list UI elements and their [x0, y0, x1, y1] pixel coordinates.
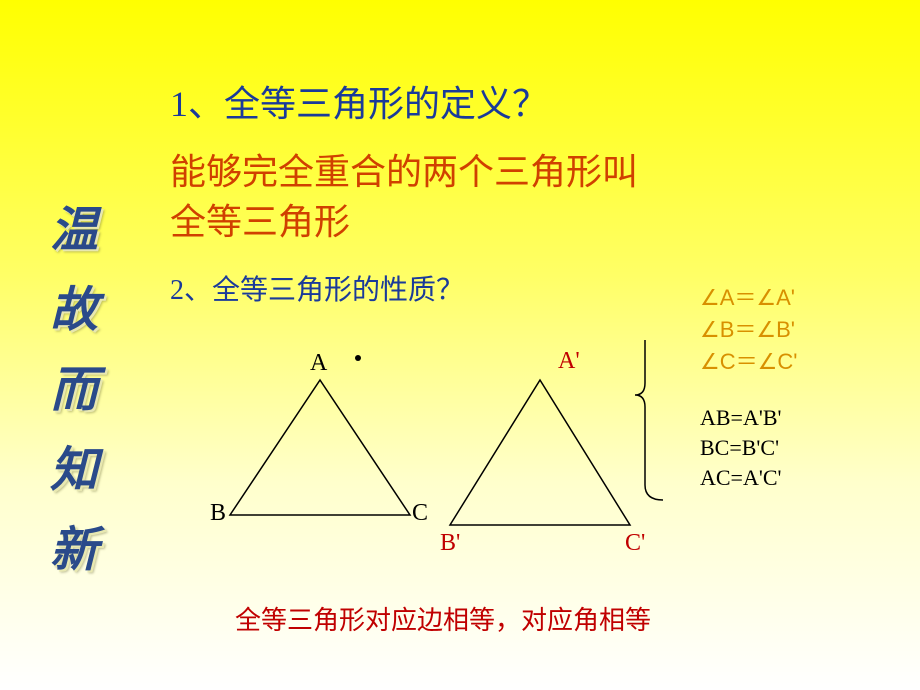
answer-1: 能够完全重合的两个三角形叫 全等三角形 [170, 147, 890, 248]
vt-char-1: 故 [50, 270, 98, 340]
triangles-svg [170, 340, 910, 600]
label-A: A [310, 350, 327, 377]
diagram-area: A B C A' B' C' ∠A＝∠A' ∠B＝∠B' ∠C＝∠C' AB=A… [170, 340, 910, 600]
angle-eq-0: ∠A＝∠A' [700, 280, 795, 312]
bottom-note: 全等三角形对应边相等，对应角相等 [235, 600, 651, 637]
vt-char-2: 而 [50, 350, 98, 420]
vt-char-4: 新 [50, 510, 98, 580]
vt-char-0: 温 [50, 190, 98, 260]
brace-curve [635, 340, 663, 500]
triangle-abc [230, 380, 410, 515]
angle-eq-2: ∠C＝∠C' [700, 344, 797, 376]
label-B: B [210, 500, 226, 527]
label-C-prime: C' [625, 530, 645, 557]
side-eq-0: AB=A'B' [700, 405, 781, 431]
angle-eq-1: ∠B＝∠B' [700, 312, 795, 344]
label-C: C [412, 500, 428, 527]
side-eq-2: AC=A'C' [700, 465, 781, 491]
triangle-abc-prime [450, 380, 630, 525]
label-A-prime: A' [558, 348, 580, 375]
a1-line2: 全等三角形 [170, 202, 350, 242]
side-eq-1: BC=B'C' [700, 435, 779, 461]
vertical-title: 温 故 而 知 新 [50, 190, 98, 580]
label-B-prime: B' [440, 530, 460, 557]
vt-char-3: 知 [50, 430, 98, 500]
a1-line1: 能够完全重合的两个三角形叫 [170, 152, 638, 192]
question-1: 1、全等三角形的定义？ [170, 75, 890, 127]
